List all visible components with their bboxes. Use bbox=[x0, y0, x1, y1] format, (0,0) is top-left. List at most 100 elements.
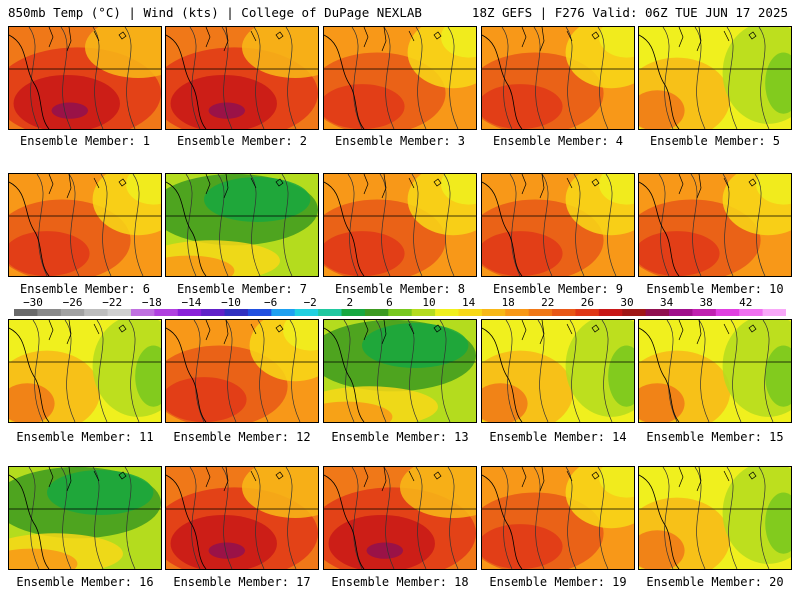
coastline bbox=[9, 327, 50, 422]
ensemble-member-label: Ensemble Member: 17 bbox=[173, 575, 311, 589]
ensemble-member-label: Ensemble Member: 19 bbox=[489, 575, 627, 589]
colorbar-tick-label: −2 bbox=[303, 296, 317, 309]
temperature-field-map bbox=[639, 27, 791, 129]
ensemble-map-panel bbox=[8, 26, 162, 130]
colorbar-segment bbox=[411, 309, 436, 316]
height-contour bbox=[407, 320, 419, 422]
ensemble-member-label: Ensemble Member: 20 bbox=[646, 575, 784, 589]
lake-outlines bbox=[521, 467, 600, 492]
temperature-field-map bbox=[324, 27, 476, 129]
coastline bbox=[166, 34, 207, 129]
colorbar-segment bbox=[481, 309, 506, 316]
lake-outlines bbox=[521, 174, 600, 199]
ensemble-map-panel bbox=[638, 26, 792, 130]
colorbar-tick-label: 22 bbox=[541, 296, 555, 309]
temperature-field-map bbox=[482, 27, 634, 129]
height-contour bbox=[501, 467, 513, 569]
temperature-colorbar bbox=[14, 309, 786, 316]
colorbar-tick-label: −30 bbox=[23, 296, 43, 309]
ensemble-member-label: Ensemble Member: 6 bbox=[19, 282, 151, 296]
temperature-field-map bbox=[324, 467, 476, 569]
ensemble-map-panel bbox=[323, 466, 477, 570]
height-contour bbox=[569, 320, 581, 422]
temperature-field-map bbox=[324, 320, 476, 422]
lake-outlines bbox=[521, 320, 600, 345]
ensemble-member-label: Ensemble Member: 14 bbox=[489, 430, 627, 444]
height-contour bbox=[537, 320, 549, 422]
height-contour bbox=[285, 27, 297, 129]
ensemble-map-panel bbox=[481, 466, 635, 570]
height-contour bbox=[193, 320, 205, 422]
ensemble-map-panel bbox=[165, 319, 319, 423]
height-contour bbox=[281, 174, 293, 276]
height-contour bbox=[289, 320, 301, 422]
height-contour bbox=[509, 174, 521, 276]
height-contour bbox=[758, 467, 770, 569]
coastline bbox=[639, 474, 680, 569]
colorbar-segment bbox=[130, 309, 155, 316]
coastline bbox=[166, 181, 207, 276]
height-contour bbox=[257, 320, 269, 422]
colorbar-segment bbox=[37, 309, 62, 316]
height-contour bbox=[573, 174, 585, 276]
temperature-field-map bbox=[639, 320, 791, 422]
coastline bbox=[166, 327, 207, 422]
colorbar-segment bbox=[598, 309, 623, 316]
coastline bbox=[639, 34, 680, 129]
height-contour bbox=[443, 174, 455, 276]
colorbar-tick-label: −6 bbox=[263, 296, 278, 309]
height-contour bbox=[383, 467, 395, 569]
height-contour bbox=[415, 467, 427, 569]
colorbar-segment bbox=[84, 309, 109, 316]
height-contour bbox=[726, 27, 738, 129]
coastline bbox=[324, 474, 365, 569]
height-contour bbox=[32, 320, 44, 422]
temperature-field-map bbox=[166, 174, 318, 276]
height-contour bbox=[758, 27, 770, 129]
height-contour bbox=[533, 27, 545, 129]
coastline bbox=[9, 474, 50, 569]
coastline bbox=[9, 181, 50, 276]
height-contour bbox=[189, 27, 201, 129]
lake-outlines bbox=[48, 467, 127, 492]
ensemble-map-panel bbox=[8, 466, 162, 570]
height-contour bbox=[754, 174, 766, 276]
height-contour bbox=[217, 174, 229, 276]
colorbar-segment bbox=[14, 309, 38, 316]
temperature-field-map bbox=[166, 27, 318, 129]
ensemble-member-label: Ensemble Member: 7 bbox=[176, 282, 308, 296]
height-contour bbox=[662, 27, 674, 129]
colorbar-segment bbox=[177, 309, 202, 316]
ensemble-member-label: Ensemble Member: 15 bbox=[646, 430, 784, 444]
ensemble-member-label: Ensemble Member: 13 bbox=[331, 430, 469, 444]
temperature-field-map bbox=[482, 467, 634, 569]
colorbar-segment bbox=[271, 309, 296, 316]
height-contour bbox=[505, 320, 517, 422]
colorbar-tick-label: 30 bbox=[620, 296, 634, 309]
colorbar-segment bbox=[388, 309, 413, 316]
lake-outlines bbox=[521, 27, 600, 52]
temperature-field-map bbox=[166, 467, 318, 569]
ensemble-map-panel bbox=[323, 173, 477, 277]
temperature-field-map bbox=[9, 27, 161, 129]
height-contour bbox=[379, 174, 391, 276]
coastline bbox=[639, 327, 680, 422]
colorbar-tick-label: 10 bbox=[422, 296, 436, 309]
height-contour bbox=[60, 467, 72, 569]
height-contour bbox=[100, 174, 112, 276]
height-contour bbox=[285, 467, 297, 569]
colorbar-segment bbox=[575, 309, 600, 316]
height-contour bbox=[383, 27, 395, 129]
height-contour bbox=[225, 320, 237, 422]
height-contour bbox=[447, 467, 459, 569]
ensemble-map-panel bbox=[8, 173, 162, 277]
colorbar-segment bbox=[762, 309, 786, 316]
ensemble-member-label: Ensemble Member: 2 bbox=[176, 134, 308, 148]
ensemble-map-panel bbox=[638, 466, 792, 570]
ensemble-member-label: Ensemble Member: 10 bbox=[646, 282, 784, 296]
ensemble-member-label: Ensemble Member: 1 bbox=[19, 134, 151, 148]
height-contour bbox=[351, 27, 363, 129]
colorbar-segment bbox=[552, 309, 576, 316]
header-valid-time: 18Z GEFS | F276 Valid: 06Z TUE JUN 17 20… bbox=[471, 5, 788, 20]
colorbar-tick-label: 42 bbox=[739, 296, 753, 309]
